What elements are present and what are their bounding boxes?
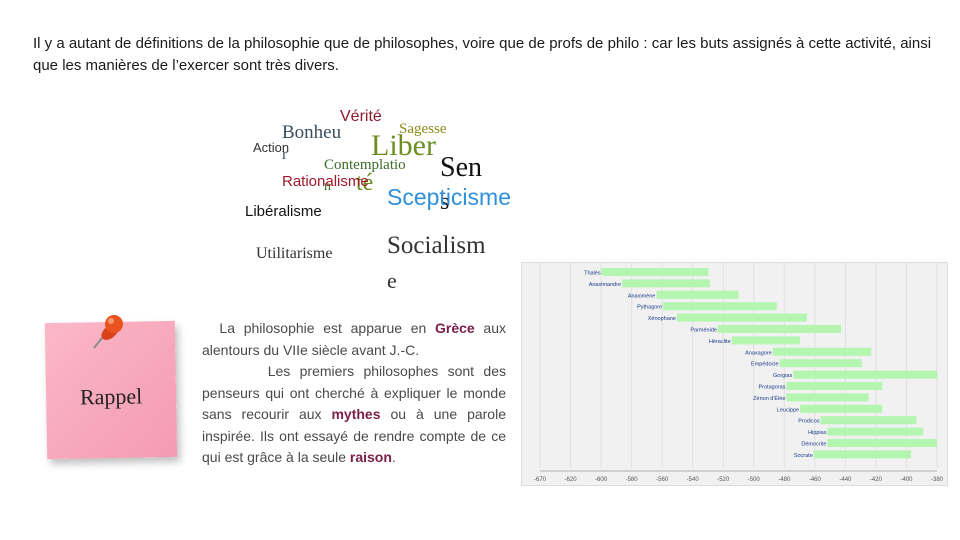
timeline-row-label: Xénophane	[648, 316, 676, 322]
para-spacer	[202, 363, 268, 379]
philosophers-timeline: -670 -620 -600 -580 -560 -540 -520 -500 -480 -460…	[521, 262, 948, 486]
timeline-row-label: Anaximène	[628, 293, 656, 299]
word-liberte-part1: Liber	[371, 129, 436, 162]
timeline-row-label: Gorgias	[773, 373, 793, 379]
word-bonheur-part2: r	[282, 146, 288, 163]
timeline-tick-label: -580	[626, 477, 639, 483]
timeline-bar	[813, 450, 911, 459]
word-liberalisme: Libéralisme	[245, 203, 322, 220]
timeline-bar	[800, 404, 883, 413]
timeline-bar	[601, 268, 709, 276]
timeline-bar	[779, 359, 862, 368]
para-text: aux alentours du VIIe siècle avant J.-C.	[202, 320, 507, 358]
word-sagesse: Sagesse	[399, 121, 447, 137]
timeline-bar	[786, 382, 883, 390]
timeline-bar	[663, 302, 777, 311]
word-liberte-part2: té	[356, 170, 374, 196]
intro-paragraph: La philosophie est apparue en Grèce aux …	[202, 318, 506, 469]
timeline-tick-label: -620	[565, 477, 578, 483]
word-utilitarisme: Utilitarisme	[256, 245, 333, 262]
timeline-row-label: Hippias	[808, 430, 827, 436]
word-rationalisme: Rationalisme	[282, 173, 369, 190]
para-spacer	[202, 320, 219, 336]
para-text: La philosophie est apparue en	[219, 320, 436, 336]
timeline-bar	[820, 416, 917, 425]
intro-text: Il y a autant de définitions de la philo…	[33, 35, 932, 74]
timeline-chart: -670 -620 -600 -580 -560 -540 -520 -500 -480 -460…	[534, 263, 944, 483]
word-action: Action	[253, 140, 290, 155]
timeline-row-label: Thalès	[584, 271, 601, 277]
timeline-bar	[717, 325, 842, 333]
word-sens-part2: s	[440, 189, 450, 215]
timeline-tick-label: -540	[687, 477, 700, 483]
push-pin-icon	[93, 315, 123, 349]
timeline-bar	[793, 370, 937, 379]
para-text: Les premiers philosophes sont des penseu…	[202, 363, 507, 422]
word-contemplation-part2: n	[324, 179, 331, 194]
timeline-bar	[827, 439, 937, 447]
timeline-row-label: Protagoras	[759, 385, 786, 391]
timeline-bar	[656, 290, 739, 299]
timeline-row-label: Leucippe	[777, 407, 799, 413]
word-contemplation-part1: Contemplatio	[324, 157, 406, 173]
timeline-bar	[827, 427, 924, 436]
para-text: ou à une parole inspirée. Ils ont essayé…	[202, 406, 506, 465]
word-sens-part1: Sen	[440, 152, 482, 183]
keyword-mythes: mythes	[331, 406, 381, 422]
timeline-tick-label: -420	[870, 477, 883, 483]
timeline-tick-label: -380	[931, 477, 944, 483]
timeline-row-label: Socrate	[794, 453, 813, 459]
timeline-bar	[622, 279, 710, 288]
timeline-tick-label: -480	[778, 477, 791, 483]
word-verite: Vérité	[340, 108, 382, 125]
word-bonheur-part1: Bonheu	[282, 122, 342, 143]
keyword-raison: raison	[349, 449, 392, 465]
keyword-grece: Grèce	[435, 320, 475, 336]
timeline-row-label: Anaximandre	[589, 282, 621, 288]
timeline-tick-label: -600	[595, 477, 608, 483]
word-socialisme-part1: Socialism	[387, 232, 486, 259]
timeline-bar	[772, 347, 872, 356]
para-text: .	[391, 449, 396, 465]
timeline-row-label: Prodicos	[798, 419, 820, 425]
timeline-tick-label: -400	[900, 477, 913, 483]
timeline-bar	[786, 393, 869, 402]
timeline-tick-label: -520	[717, 477, 730, 483]
timeline-tick-label: -440	[839, 477, 852, 483]
timeline-row-label: Parménide	[690, 328, 717, 334]
timeline-tick-label: -460	[809, 477, 822, 483]
timeline-tick-label: -500	[748, 477, 761, 483]
timeline-bar	[731, 336, 801, 345]
timeline-tick-label: -560	[656, 477, 669, 483]
timeline-row-label: Empédocle	[751, 362, 779, 368]
timeline-bar	[676, 313, 807, 322]
sticky-note-label: Rappel	[79, 383, 143, 410]
timeline-row-label: Zénon d'Élée	[753, 395, 785, 402]
timeline-row-label: Pythagore	[637, 305, 662, 311]
word-socialisme-part2: e	[387, 268, 397, 293]
timeline-row-label: Démocrite	[801, 442, 826, 448]
timeline-tick-label: -670	[534, 477, 547, 483]
timeline-row-label: Anaxagore	[745, 350, 772, 356]
word-scepticisme: Scepticisme	[387, 184, 511, 210]
timeline-row-label: Héraclite	[709, 339, 731, 345]
